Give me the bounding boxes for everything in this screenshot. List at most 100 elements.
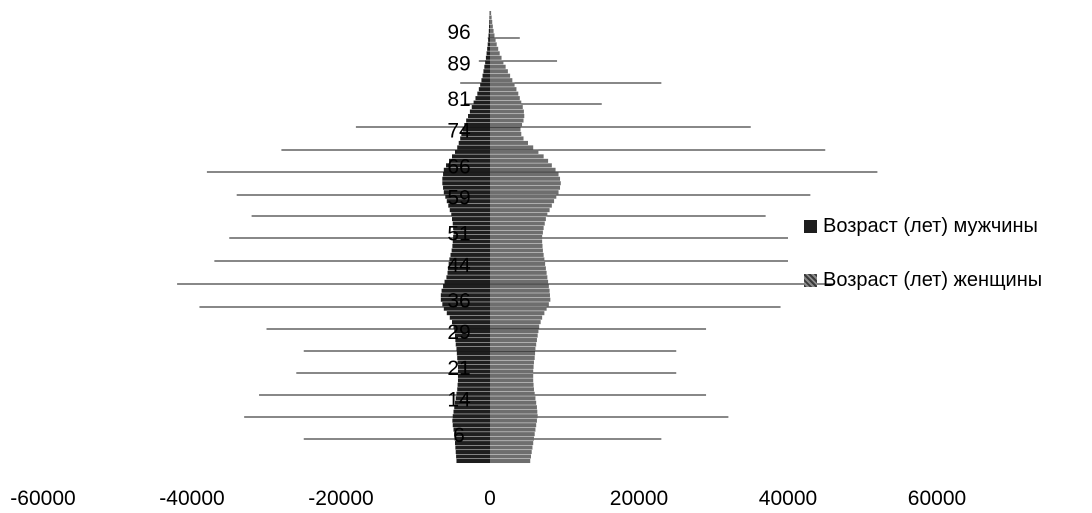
bar-female <box>490 445 533 450</box>
y-tick-label: 14 <box>447 388 471 411</box>
x-tick-label: -60000 <box>10 487 75 510</box>
bar-female <box>490 252 544 257</box>
bar-male <box>450 252 490 257</box>
x-tick-label: -20000 <box>308 487 373 510</box>
bar-female <box>490 239 543 244</box>
bar-male <box>441 288 490 293</box>
bar-female <box>490 378 534 383</box>
bar-male <box>451 212 490 217</box>
x-tick-label: -40000 <box>159 487 224 510</box>
bar-female <box>490 270 547 275</box>
bar-female <box>490 221 545 226</box>
bar-male <box>446 163 490 168</box>
bar-male <box>458 140 490 145</box>
bar-female <box>490 243 543 248</box>
bar-female <box>490 91 519 96</box>
bar-male <box>488 28 490 33</box>
bar-female <box>490 122 523 128</box>
bar-female <box>490 324 540 329</box>
bar-male <box>449 257 490 262</box>
bar-female <box>490 226 544 231</box>
bar-female <box>490 302 549 307</box>
bar-female <box>490 78 513 83</box>
bar-male <box>468 114 490 119</box>
bar-female <box>490 387 534 392</box>
bar-male <box>440 297 490 302</box>
bar-female <box>490 100 522 105</box>
bar-male <box>455 450 490 455</box>
bar-male <box>475 96 490 101</box>
bar-female <box>490 190 559 195</box>
bar-female <box>490 441 534 446</box>
y-tick-label: 74 <box>447 119 471 142</box>
bar-male <box>464 122 490 128</box>
bar-male <box>453 324 490 329</box>
bar-male <box>455 338 490 343</box>
bar-female <box>490 409 538 414</box>
bar-male <box>448 203 490 208</box>
bar-female <box>490 185 561 190</box>
bar-male <box>456 458 490 464</box>
bar-male <box>446 199 490 204</box>
bar-female <box>490 19 493 24</box>
legend-item-male[interactable]: Возраст (лет) мужчины <box>804 212 1042 240</box>
y-tick-label: 81 <box>447 88 470 111</box>
bar-female <box>490 181 561 186</box>
bar-male <box>482 73 490 78</box>
bar-female <box>490 275 548 280</box>
bar-female <box>490 450 532 455</box>
legend-swatch-female <box>804 273 817 287</box>
bar-male <box>452 423 490 428</box>
bar-male <box>457 145 490 150</box>
bar-female <box>490 69 508 74</box>
bar-male <box>487 46 490 51</box>
bar-male <box>462 127 490 132</box>
bar-male <box>453 409 490 414</box>
bar-female <box>490 311 545 316</box>
bar-male <box>483 69 490 74</box>
bar-female <box>490 136 524 141</box>
bar-female <box>490 199 555 204</box>
bar-male <box>453 226 490 231</box>
bar-female <box>490 293 550 298</box>
bar-male <box>469 109 490 114</box>
bar-male <box>485 55 490 60</box>
bar-female <box>490 73 511 78</box>
bar-male <box>443 284 490 289</box>
bar-female <box>490 333 538 338</box>
bar-male <box>457 382 490 387</box>
legend-label-female: Возраст (лет) женщины <box>823 268 1043 291</box>
bar-female <box>490 87 517 92</box>
bar-male <box>454 432 490 437</box>
bar-male <box>487 42 490 47</box>
bar-male <box>443 167 490 172</box>
bar-female <box>490 266 546 271</box>
bar-male <box>447 266 490 271</box>
bar-female <box>490 217 546 222</box>
bar-male <box>453 427 490 432</box>
bar-female <box>490 329 539 334</box>
male-bars-layer <box>440 10 490 464</box>
bar-female <box>490 131 522 136</box>
bar-male <box>443 172 490 177</box>
bar-female <box>490 364 534 369</box>
bar-male <box>456 391 490 396</box>
bar-male <box>446 275 490 280</box>
bar-female <box>490 82 515 87</box>
bar-male <box>473 100 490 105</box>
bar-male <box>480 82 490 87</box>
bar-male <box>452 239 490 244</box>
bar-male <box>457 387 490 392</box>
bar-male <box>454 441 490 446</box>
bar-male <box>452 320 490 325</box>
bar-male <box>478 87 490 92</box>
bar-female <box>490 234 543 240</box>
bar-female <box>490 427 536 432</box>
y-tick-label: 66 <box>447 155 470 178</box>
bar-male <box>445 194 490 199</box>
legend-item-female[interactable]: Возраст (лет) женщины <box>804 266 1042 294</box>
bar-male <box>443 190 490 195</box>
bar-female <box>490 212 548 217</box>
bar-male <box>454 333 490 338</box>
bar-female <box>490 320 541 325</box>
